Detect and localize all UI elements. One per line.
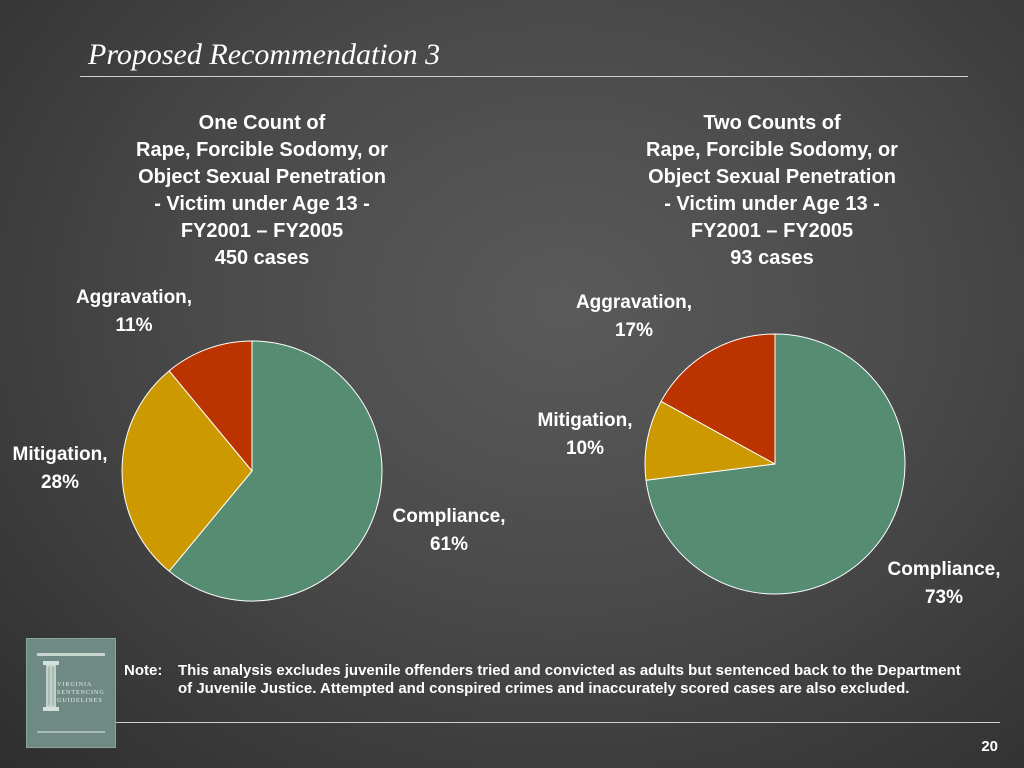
logo-footer-bar [37, 731, 105, 733]
pie-slice-mitigation [121, 370, 253, 572]
slice-label-compliance: Compliance, 73% [888, 556, 1001, 612]
logo-line: GUIDELINES [57, 698, 103, 704]
pie-slice-aggravation [168, 340, 253, 472]
chart-title-line: Rape, Forcible Sodomy, or [136, 139, 388, 161]
pie-slice-mitigation [644, 400, 776, 481]
chart-title-line: FY2001 – FY2005 [690, 220, 854, 242]
logo-capital-bar [37, 653, 105, 656]
slice-label-value: 73% [924, 587, 964, 608]
footer-divider [116, 722, 1000, 723]
slice-label-name: Compliance, [392, 506, 506, 527]
chart-title-one-count: One Count of Rape, Forcible Sodomy, or O… [52, 110, 472, 272]
pie-chart-one-count [121, 340, 383, 602]
chart-title-line: - Victim under Age 13 - [664, 193, 880, 215]
slice-label-name: Mitigation, [12, 444, 108, 465]
slice-label-name: Mitigation, [537, 410, 633, 431]
chart-title-line: Two Counts of [703, 112, 841, 134]
slice-label-mitigation: Mitigation, 28% [13, 441, 108, 497]
chart-title-line: 450 cases [214, 247, 310, 269]
logo-line: SENTENCING [57, 690, 105, 696]
slice-label-name: Compliance, [887, 559, 1001, 580]
slice-label-aggravation: Aggravation, 17% [576, 289, 692, 345]
logo-line: VIRGINIA [57, 682, 93, 688]
slice-label-name: Aggravation, [575, 292, 693, 313]
pie-chart-two-counts [644, 333, 906, 595]
slice-label-aggravation: Aggravation, 11% [76, 284, 192, 340]
slice-label-compliance: Compliance, 61% [393, 503, 506, 559]
chart-title-line: - Victim under Age 13 - [154, 193, 370, 215]
slice-label-value: 10% [565, 438, 605, 459]
logo-text: VIRGINIA SENTENCING GUIDELINES [57, 681, 105, 705]
slice-label-value: 61% [429, 534, 469, 555]
footnote-prefix: Note: [124, 662, 163, 679]
chart-title-line: One Count of [198, 112, 326, 134]
footnote-text: This analysis excludes juvenile offender… [178, 662, 961, 697]
chart-title-line: Object Sexual Penetration [648, 166, 896, 188]
pie-slice-aggravation [660, 333, 776, 465]
chart-title-line: FY2001 – FY2005 [180, 220, 344, 242]
virginia-sentencing-guidelines-logo: VIRGINIA SENTENCING GUIDELINES [26, 638, 116, 748]
chart-title-line: 93 cases [730, 247, 814, 269]
slice-label-value: 11% [115, 315, 153, 336]
title-divider [80, 76, 968, 77]
page-number: 20 [981, 738, 998, 755]
slice-label-value: 17% [614, 320, 654, 341]
chart-title-two-counts: Two Counts of Rape, Forcible Sodomy, or … [562, 110, 982, 272]
slice-label-mitigation: Mitigation, 10% [538, 407, 633, 463]
chart-title-line: Object Sexual Penetration [138, 166, 386, 188]
slice-label-value: 28% [40, 472, 80, 493]
column-icon [43, 661, 59, 711]
chart-title-line: Rape, Forcible Sodomy, or [646, 139, 898, 161]
slice-label-name: Aggravation, [75, 287, 193, 308]
pie-slice-compliance [168, 340, 383, 602]
slide-title: Proposed Recommendation 3 [88, 38, 441, 71]
